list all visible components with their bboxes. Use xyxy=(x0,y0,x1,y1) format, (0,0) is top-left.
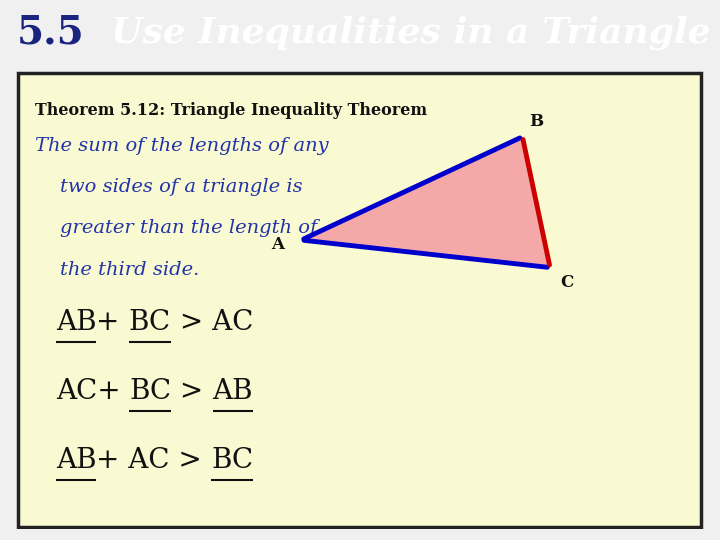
FancyBboxPatch shape xyxy=(18,73,701,527)
Text: >: > xyxy=(171,378,212,405)
Text: The sum of the lengths of any: The sum of the lengths of any xyxy=(35,137,329,155)
Text: AC+: AC+ xyxy=(56,378,130,405)
Text: +: + xyxy=(96,309,129,336)
Text: BC: BC xyxy=(211,447,253,474)
Text: AB: AB xyxy=(212,378,253,405)
Text: Use Inequalities in a Triangle: Use Inequalities in a Triangle xyxy=(111,15,710,50)
Text: 5.5: 5.5 xyxy=(17,14,84,51)
Text: the third side.: the third side. xyxy=(35,261,199,279)
Text: BC: BC xyxy=(129,309,171,336)
Text: Theorem 5.12: Triangle Inequality Theorem: Theorem 5.12: Triangle Inequality Theore… xyxy=(35,102,427,119)
Text: two sides of a triangle is: two sides of a triangle is xyxy=(35,178,303,196)
Text: B: B xyxy=(529,113,544,130)
Text: > AC: > AC xyxy=(171,309,253,336)
Text: C: C xyxy=(560,274,574,292)
Polygon shape xyxy=(301,137,550,267)
Text: BC: BC xyxy=(130,378,171,405)
Text: + AC >: + AC > xyxy=(96,447,211,474)
Text: AB: AB xyxy=(56,447,96,474)
Text: AB: AB xyxy=(56,309,96,336)
Text: greater than the length of: greater than the length of xyxy=(35,219,318,238)
Text: A: A xyxy=(271,236,284,253)
